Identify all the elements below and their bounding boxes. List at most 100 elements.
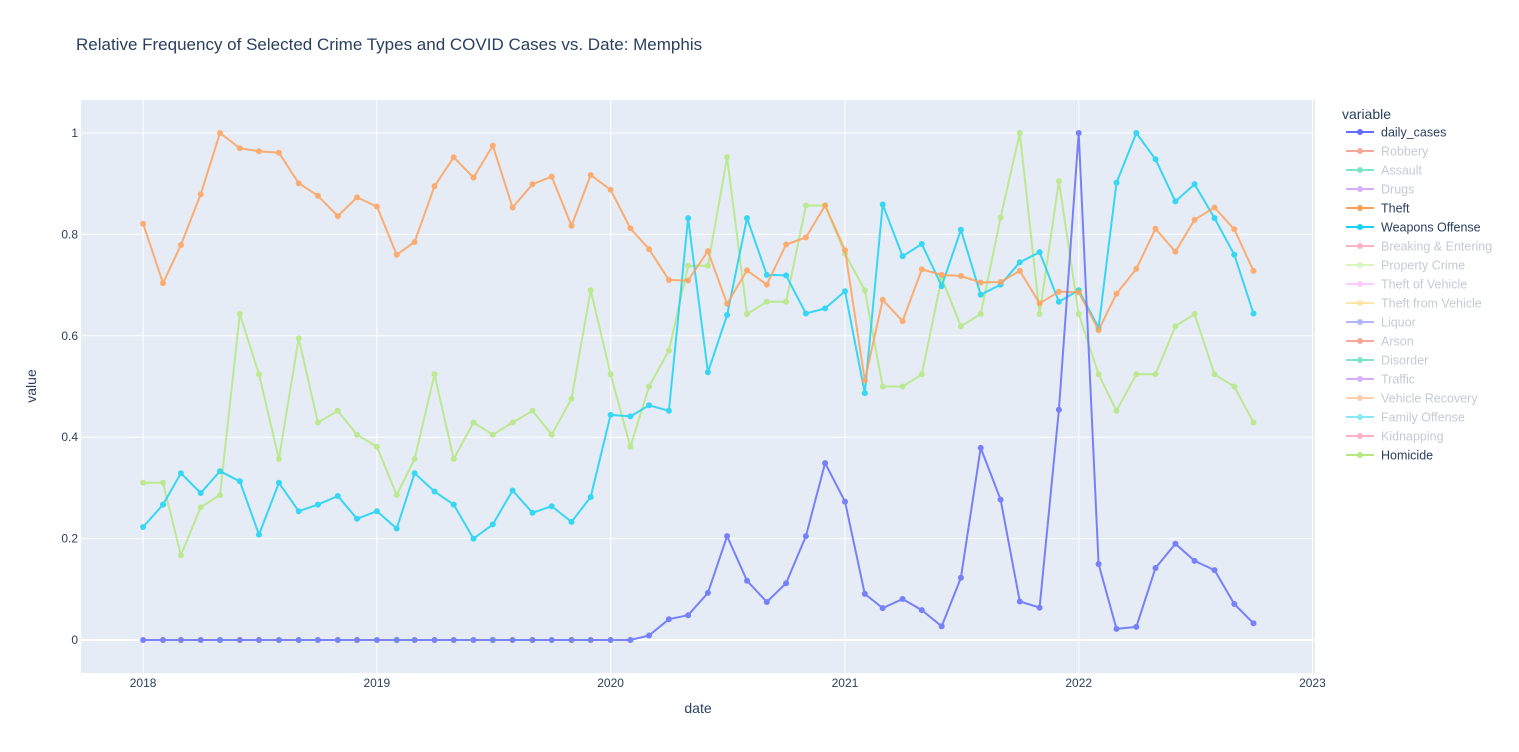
data-point[interactable]: [1211, 204, 1218, 211]
legend-item-vehicle-recovery[interactable]: Vehicle Recovery: [1346, 392, 1478, 406]
data-point[interactable]: [607, 371, 614, 378]
data-point[interactable]: [217, 468, 223, 475]
data-point[interactable]: [899, 383, 906, 390]
data-point[interactable]: [744, 215, 750, 222]
data-point[interactable]: [509, 204, 516, 211]
data-point[interactable]: [685, 262, 692, 269]
data-point[interactable]: [627, 225, 634, 232]
legend-item-drugs[interactable]: Drugs: [1346, 183, 1414, 197]
data-point[interactable]: [607, 637, 614, 643]
data-point[interactable]: [548, 173, 555, 180]
data-point[interactable]: [879, 383, 886, 390]
data-point[interactable]: [957, 273, 964, 279]
data-point[interactable]: [918, 371, 925, 378]
data-point[interactable]: [548, 431, 555, 438]
data-point[interactable]: [1036, 311, 1043, 317]
data-point[interactable]: [842, 247, 848, 254]
data-point[interactable]: [879, 605, 886, 612]
data-point[interactable]: [822, 460, 829, 467]
data-point[interactable]: [470, 637, 477, 643]
data-point[interactable]: [160, 280, 166, 287]
data-point[interactable]: [411, 456, 418, 462]
data-point[interactable]: [918, 266, 925, 273]
data-point[interactable]: [587, 637, 594, 643]
legend-item-breaking-entering[interactable]: Breaking & Entering: [1346, 240, 1492, 254]
data-point[interactable]: [275, 149, 282, 156]
data-point[interactable]: [354, 637, 360, 643]
legend-item-arson[interactable]: Arson: [1346, 335, 1414, 349]
data-point[interactable]: [861, 377, 868, 384]
data-point[interactable]: [177, 470, 184, 477]
data-point[interactable]: [763, 599, 770, 605]
legend-item-liquor[interactable]: Liquor: [1346, 316, 1416, 330]
data-point[interactable]: [1152, 565, 1159, 571]
data-point[interactable]: [431, 488, 438, 495]
data-point[interactable]: [704, 589, 711, 596]
data-point[interactable]: [977, 444, 984, 451]
data-point[interactable]: [1250, 620, 1257, 627]
legend-item-kidnapping[interactable]: Kidnapping: [1346, 430, 1444, 444]
legend-item-assault[interactable]: Assault: [1346, 164, 1423, 178]
data-point[interactable]: [529, 181, 536, 188]
data-point[interactable]: [334, 637, 341, 643]
data-point[interactable]: [1055, 178, 1062, 185]
data-point[interactable]: [236, 637, 243, 643]
data-point[interactable]: [1211, 215, 1218, 222]
data-point[interactable]: [450, 501, 457, 508]
data-point[interactable]: [1133, 130, 1140, 136]
data-point[interactable]: [763, 281, 770, 288]
data-point[interactable]: [1016, 130, 1023, 136]
data-point[interactable]: [977, 279, 984, 286]
data-point[interactable]: [393, 492, 400, 498]
data-point[interactable]: [1016, 267, 1023, 274]
data-point[interactable]: [724, 312, 731, 318]
data-point[interactable]: [1172, 198, 1179, 205]
data-point[interactable]: [783, 298, 790, 305]
data-point[interactable]: [1231, 601, 1238, 607]
data-point[interactable]: [665, 407, 672, 414]
data-point[interactable]: [393, 525, 400, 532]
data-point[interactable]: [607, 411, 614, 418]
data-point[interactable]: [665, 347, 672, 354]
data-point[interactable]: [314, 419, 321, 426]
data-point[interactable]: [724, 533, 731, 540]
data-point[interactable]: [627, 443, 634, 450]
data-point[interactable]: [957, 323, 964, 330]
data-point[interactable]: [1133, 265, 1140, 272]
data-point[interactable]: [197, 490, 204, 496]
data-point[interactable]: [1231, 383, 1238, 390]
data-point[interactable]: [1075, 130, 1082, 136]
data-point[interactable]: [1172, 248, 1179, 255]
data-point[interactable]: [217, 637, 223, 643]
data-point[interactable]: [957, 226, 964, 233]
data-point[interactable]: [509, 487, 516, 494]
data-point[interactable]: [1172, 323, 1179, 330]
data-point[interactable]: [1113, 407, 1120, 414]
data-point[interactable]: [450, 637, 457, 643]
data-point[interactable]: [763, 271, 770, 278]
data-point[interactable]: [724, 154, 731, 161]
data-point[interactable]: [393, 637, 400, 643]
legend-item-daily-cases[interactable]: daily_cases: [1346, 126, 1446, 140]
data-point[interactable]: [1250, 310, 1257, 317]
data-point[interactable]: [587, 494, 594, 500]
data-point[interactable]: [1152, 225, 1159, 232]
data-point[interactable]: [977, 291, 984, 298]
data-point[interactable]: [1231, 251, 1238, 258]
data-point[interactable]: [1231, 226, 1238, 233]
data-point[interactable]: [646, 383, 652, 390]
data-point[interactable]: [1036, 604, 1043, 611]
data-point[interactable]: [899, 318, 906, 325]
legend-item-theft-from-vehicle[interactable]: Theft from Vehicle: [1346, 297, 1482, 311]
data-point[interactable]: [1191, 311, 1198, 317]
data-point[interactable]: [140, 220, 147, 227]
plot-area[interactable]: [81, 100, 1315, 673]
data-point[interactable]: [509, 419, 516, 426]
data-point[interactable]: [373, 443, 380, 450]
data-point[interactable]: [685, 277, 692, 284]
data-point[interactable]: [354, 515, 360, 522]
data-point[interactable]: [997, 279, 1004, 285]
data-point[interactable]: [1016, 598, 1023, 605]
data-point[interactable]: [160, 501, 166, 508]
data-point[interactable]: [470, 174, 477, 181]
